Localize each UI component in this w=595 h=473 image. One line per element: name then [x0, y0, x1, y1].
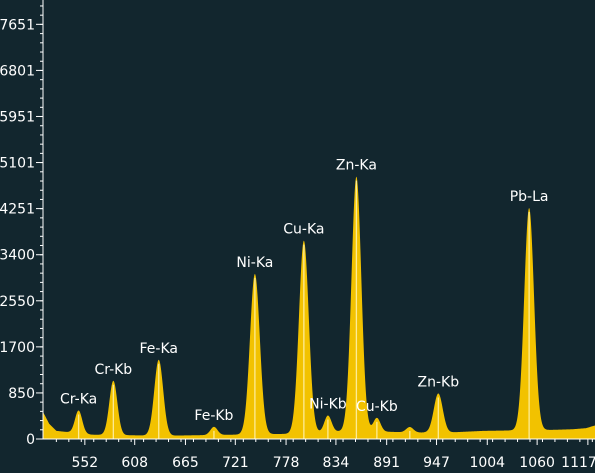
peak-label-cr-kb: Cr-Kb — [94, 362, 132, 378]
x-tick-label: 947 — [423, 455, 450, 471]
spectrum-area — [43, 176, 595, 439]
y-tick-label: 7651 — [0, 17, 35, 33]
y-tick-label: 0 — [26, 432, 35, 448]
x-tick-label: 552 — [71, 455, 98, 471]
peak-labels: Cr-Ka Cr-Kb Fe-Ka Fe-Kb Ni-Ka Cu-Ka Ni-Kb Zn-Ka… — [60, 158, 548, 424]
x-tick-label: 834 — [323, 455, 350, 471]
peak-label-pb-la: Pb-La — [510, 189, 549, 205]
y-tick-label: 2550 — [0, 294, 35, 310]
peak-label-fe-ka: Fe-Ka — [140, 341, 178, 357]
peak-label-ni-ka: Ni-Ka — [236, 255, 273, 271]
axis-layer — [36, 0, 595, 445]
x-tick-label: 665 — [172, 455, 199, 471]
y-tick-label: 3400 — [0, 248, 35, 264]
x-tick-label: 608 — [121, 455, 148, 471]
x-tick-label: 1004 — [469, 455, 505, 471]
x-tick-label: 1060 — [519, 455, 555, 471]
x-tick-labels: 552 608 665 721 778 834 891 947 1004 1060 1117 — [71, 455, 595, 471]
peak-label-cu-kb: Cu-Kb — [356, 399, 398, 415]
y-tick-label: 5101 — [0, 156, 35, 172]
peak-highlight-layer — [77, 180, 530, 439]
peak-label-zn-ka: Zn-Ka — [336, 158, 377, 174]
spectrum-area-layer — [43, 176, 595, 439]
y-tick-label: 6801 — [0, 63, 35, 79]
peak-label-zn-kb: Zn-Kb — [418, 374, 460, 390]
x-tick-label: 1117 — [561, 455, 595, 471]
peak-label-fe-kb: Fe-Kb — [194, 408, 233, 424]
y-tick-label: 850 — [8, 386, 35, 402]
y-tick-labels: 0 850 1700 2550 3400 4251 5101 5951 6801 7651 — [0, 17, 35, 448]
x-tick-label: 891 — [373, 455, 400, 471]
y-tick-label: 5951 — [0, 109, 35, 125]
y-tick-label: 1700 — [0, 340, 35, 356]
x-tick-label: 778 — [273, 455, 300, 471]
peak-label-cu-ka: Cu-Ka — [283, 222, 324, 238]
x-tick-label: 721 — [222, 455, 249, 471]
y-tick-label: 4251 — [0, 202, 35, 218]
peak-label-cr-ka: Cr-Ka — [60, 391, 97, 407]
peak-label-ni-kb: Ni-Kb — [309, 397, 347, 413]
